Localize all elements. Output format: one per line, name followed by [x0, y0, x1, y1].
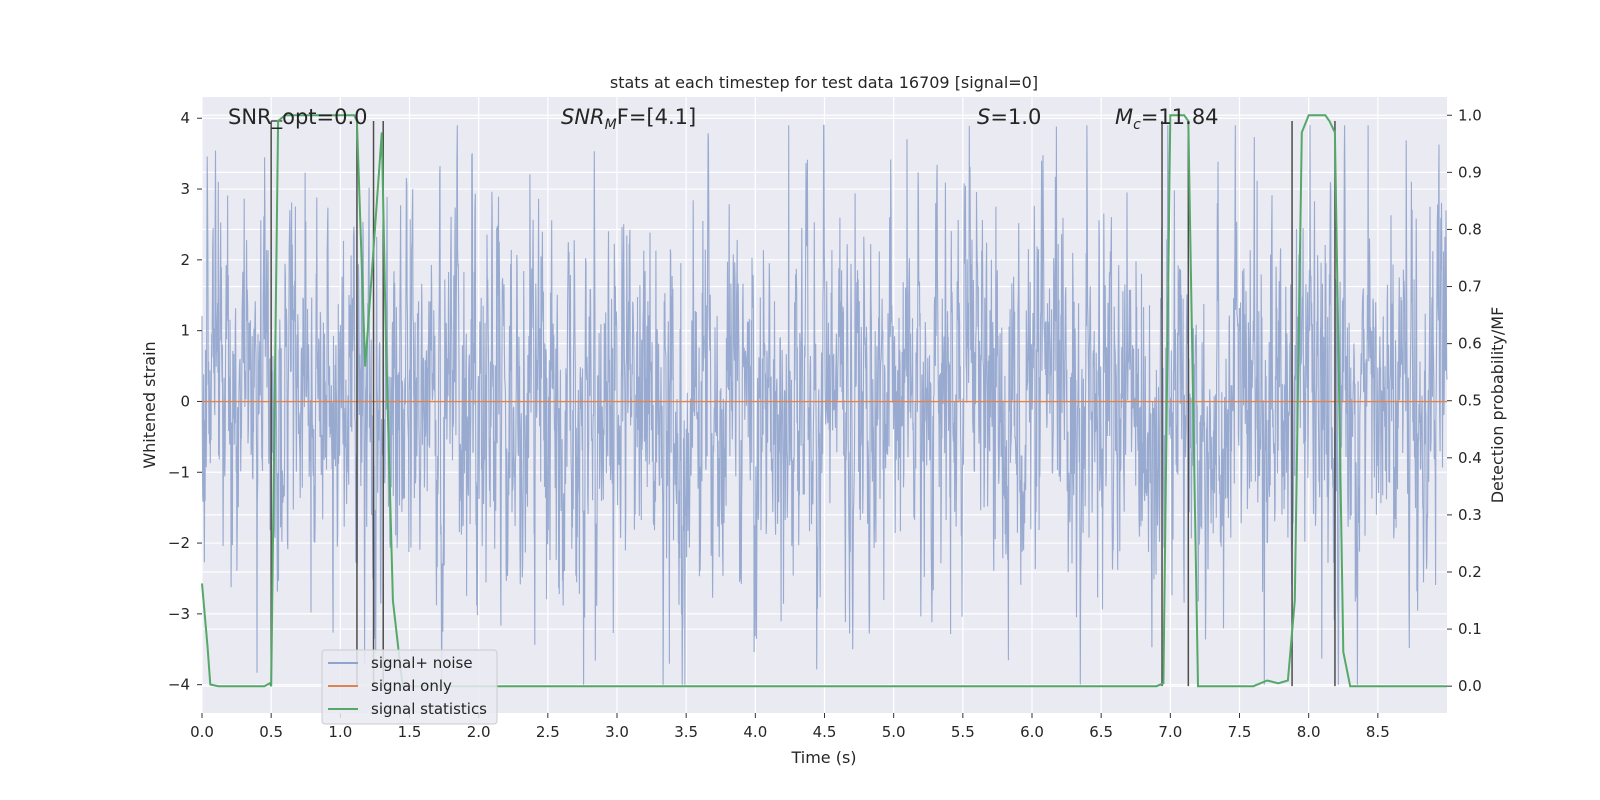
y-right-tick-label: 0.8	[1458, 220, 1482, 238]
y-right-tick-label: 0.2	[1458, 563, 1482, 581]
annotation-s-stat: S=1.0	[977, 105, 1041, 129]
x-tick-label: 8.5	[1366, 723, 1390, 741]
chart-title: stats at each timestep for test data 167…	[610, 73, 1038, 92]
x-tick-label: 4.5	[813, 723, 837, 741]
annotation-snr-mf-rest: F=[4.1]	[617, 105, 696, 129]
x-tick-label: 1.5	[398, 723, 422, 741]
left-y-axis-label: Whitened strain	[140, 341, 159, 468]
annotation-mc-rest: =11.84	[1141, 105, 1219, 129]
signal-noise-line	[201, 124, 1448, 685]
x-tick-label: 1.0	[328, 723, 352, 741]
y-right-tick-label: 0.6	[1458, 335, 1482, 353]
x-tick-label: 6.0	[1020, 723, 1044, 741]
legend-box	[321, 649, 498, 725]
annotation-mc-sub: c	[1133, 117, 1141, 133]
x-tick-label: 3.5	[674, 723, 698, 741]
signal-noise-series	[201, 124, 1448, 685]
y-right-tick-label: 0.9	[1458, 163, 1482, 181]
y-right-tick-label: 0.1	[1458, 620, 1482, 638]
legend-label-signal-noise: signal+ noise	[371, 654, 473, 672]
y-left-tick-label: −4	[168, 676, 190, 694]
x-tick-label: 0.0	[190, 723, 214, 741]
y-right-tick-label: 1.0	[1458, 106, 1482, 124]
x-tick-label: 2.5	[536, 723, 560, 741]
vertical-marker-lines	[270, 120, 1336, 687]
x-tick-label: 2.0	[467, 723, 491, 741]
y-left-tick-label: 4	[180, 109, 190, 127]
y-right-tick-label: 0.0	[1458, 677, 1482, 695]
x-tick-label: 5.0	[882, 723, 906, 741]
y-left-tick-label: 2	[180, 251, 190, 269]
x-tick-label: 7.5	[1228, 723, 1252, 741]
y-left-tick-label: 3	[180, 180, 190, 198]
x-tick-label: 7.0	[1158, 723, 1182, 741]
x-tick-label: 0.5	[259, 723, 283, 741]
signal-statistics-line	[201, 114, 1447, 688]
y-left-tick-label: 1	[180, 322, 190, 340]
signal-statistics-series	[201, 114, 1447, 688]
legend-label-signal-only: signal only	[371, 677, 452, 695]
x-axis-ticks: 0.0 0.5 1.0 1.5 2.0 2.5 3.0 3.5 4.0 4.5 5.0 5.5 6.0 6…	[190, 713, 1390, 741]
right-y-axis-ticks: 1.0 0.9 0.8 0.7 0.6 0.5 0.4 0.3 0.2 0.1 0.0	[1447, 106, 1482, 695]
x-tick-label: 4.0	[743, 723, 767, 741]
y-left-tick-label: −1	[168, 463, 190, 481]
y-left-tick-label: −2	[168, 534, 190, 552]
annotation-snr-mf-sub: M	[605, 117, 617, 133]
y-right-tick-label: 0.3	[1458, 506, 1482, 524]
y-left-tick-label: −3	[168, 605, 190, 623]
annotation-mc: Mc=11.84	[1115, 105, 1219, 133]
annotation-s-stat-base: S	[977, 105, 990, 129]
y-left-tick-label: 0	[180, 392, 190, 410]
annotation-mc-base: M	[1115, 105, 1133, 129]
x-axis-label: Time (s)	[790, 748, 856, 767]
legend-label-signal-statistics: signal statistics	[371, 700, 487, 718]
annotation-s-stat-rest: =1.0	[990, 105, 1041, 129]
y-right-tick-label: 0.4	[1458, 449, 1482, 467]
x-tick-label: 5.5	[951, 723, 975, 741]
legend: signal+ noise signal only signal statist…	[321, 649, 498, 725]
y-right-tick-label: 0.5	[1458, 392, 1482, 410]
annotation-snr-opt: SNR_opt=0.0	[228, 105, 368, 130]
x-tick-label: 8.0	[1297, 723, 1321, 741]
y-right-tick-label: 0.7	[1458, 278, 1482, 296]
annotation-snr-mf-base: SNR	[561, 105, 605, 129]
annotation-snr-mf: SNRMF=[4.1]	[561, 105, 696, 133]
left-y-axis-ticks: 4 3 2 1 0 −1 −2 −3 −4	[168, 109, 202, 694]
x-tick-label: 3.0	[605, 723, 629, 741]
right-y-axis-label: Detection probability/MF	[1488, 307, 1507, 504]
x-tick-label: 6.5	[1089, 723, 1113, 741]
